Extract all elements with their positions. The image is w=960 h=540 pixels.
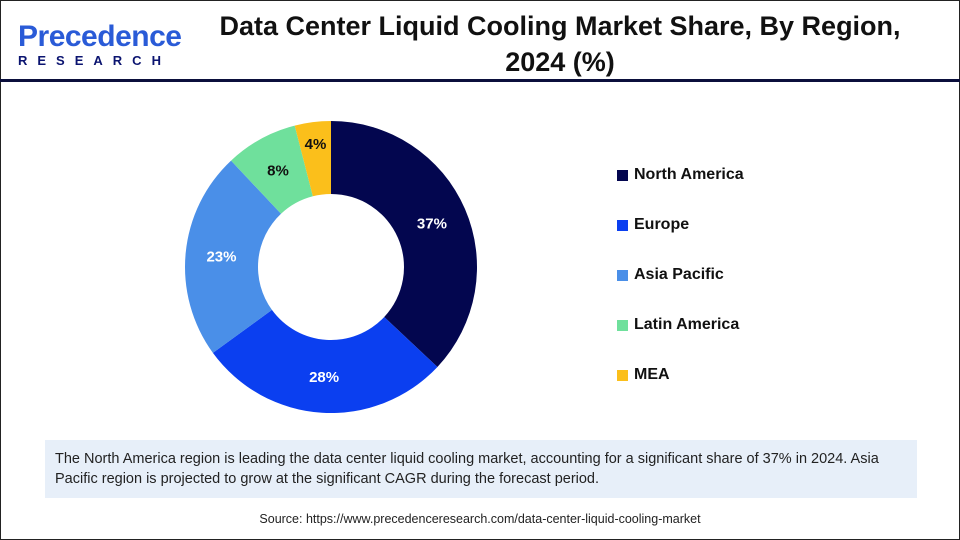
legend-swatch: [617, 269, 628, 281]
logo: Precedence RESEARCH: [18, 20, 182, 69]
logo-subtitle: RESEARCH: [18, 53, 171, 68]
legend-item: MEA: [617, 350, 744, 400]
slice-asia-pacific: [184, 160, 282, 353]
data-label: 8%: [267, 163, 289, 180]
slice-mea: [294, 121, 331, 197]
legend-swatch: [617, 169, 628, 181]
legend-label: MEA: [634, 366, 670, 383]
logo-word: recedence: [37, 20, 182, 53]
slice-europe: [212, 309, 438, 413]
legend-item: Europe: [617, 200, 744, 250]
slice-latin-america: [231, 125, 313, 214]
legend-swatch: [617, 219, 628, 231]
legend-swatch: [617, 369, 628, 381]
legend-item: North America: [617, 150, 744, 200]
summary-note: The North America region is leading the …: [45, 440, 917, 498]
legend-item: Latin America: [617, 300, 744, 350]
data-label: 23%: [206, 249, 236, 266]
legend-label: Latin America: [634, 316, 740, 333]
chart-title: Data Center Liquid Cooling Market Share,…: [219, 11, 901, 77]
data-label: 37%: [417, 215, 447, 232]
legend-swatch: [617, 319, 628, 331]
legend-label: Asia Pacific: [634, 266, 724, 283]
legend-item: Asia Pacific: [617, 250, 744, 300]
header-divider: [0, 79, 960, 82]
data-label: 28%: [309, 369, 339, 386]
legend-label: North America: [634, 166, 744, 183]
legend: North America Europe Asia Pacific Latin Ame…: [617, 150, 744, 400]
slice-north-america: [331, 121, 477, 367]
legend-label: Europe: [634, 216, 690, 233]
source-text: Source: https://www.precedenceresearch.c…: [259, 512, 701, 526]
data-label: 4%: [305, 136, 327, 153]
logo-mark: P: [18, 20, 38, 53]
